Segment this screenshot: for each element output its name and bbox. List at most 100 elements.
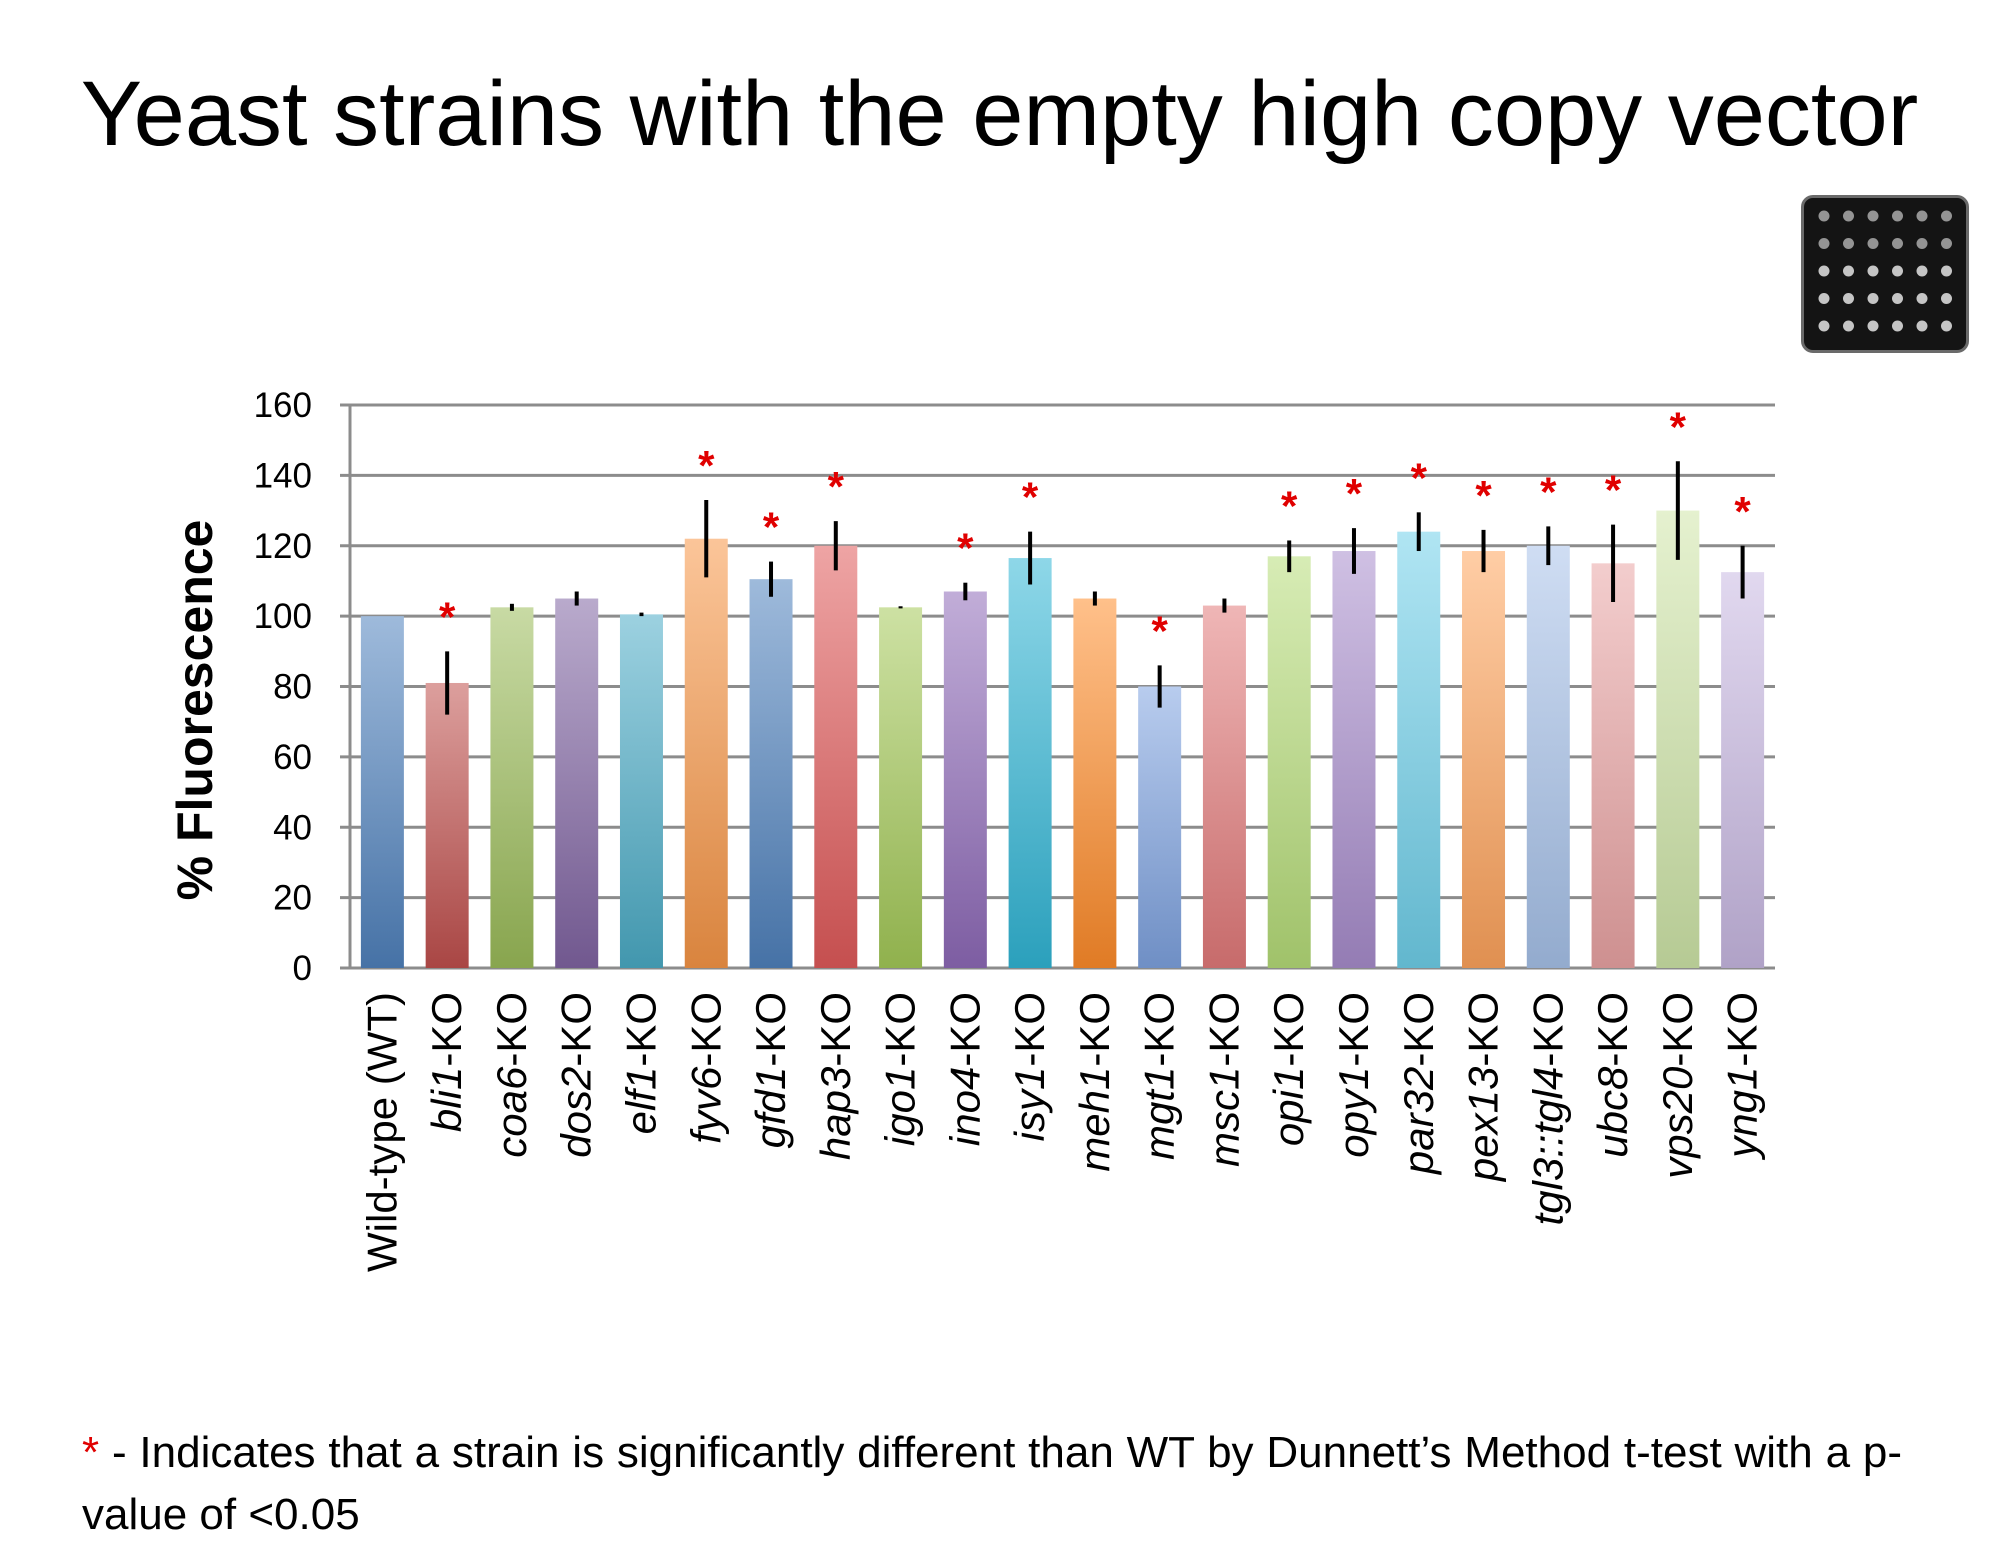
x-tick-label-suffix: -KO [877,992,924,1067]
colony-spot [1818,210,1830,222]
significance-star: * [1475,472,1492,519]
bar [425,682,469,968]
x-tick-label-suffix: -KO [617,992,664,1067]
colony-spot [1867,238,1879,249]
colony-spot [1916,265,1928,277]
colony-spot [1892,210,1903,222]
significance-star: * [1605,467,1622,514]
x-tick-label-suffix: -KO [488,992,535,1067]
x-tick-label-gene: par32 [1395,1067,1442,1176]
colony-spot [1867,210,1879,222]
colony-spot [1941,265,1952,277]
x-tick-label-suffix: -KO [1719,992,1766,1067]
x-tick-label-suffix: -KO [1136,992,1183,1067]
colony-spot [1892,320,1903,332]
colony-spot [1818,238,1830,249]
colony-spot [1941,210,1952,222]
category-labels: Wild-type (WT) bli1-KOcoa6-KOdos2-KOelf1-… [358,992,1765,1272]
bar [749,579,793,968]
bar [684,538,728,968]
colony-plate-image [1801,195,1969,353]
x-tick-label-gene: igo1 [877,1067,924,1146]
x-tick-label: ino4-KO [941,992,988,1146]
x-tick-label: yng1-KO [1719,992,1766,1161]
x-tick-label-suffix: -KO [1330,992,1377,1067]
significance-markers: * * * * * * * * * * * * * * * [439,403,1751,654]
x-tick-label-suffix: -KO [1200,992,1247,1067]
colony-spot [1843,320,1854,332]
bar [1397,531,1441,968]
x-tick-label: fyv6-KO [682,992,729,1144]
bar [1526,545,1570,968]
footnote-text: - Indicates that a strain is significant… [82,1428,1902,1539]
x-tick-label: ubc8-KO [1589,992,1636,1158]
x-tick-label: isy1-KO [1006,992,1053,1141]
bar [814,545,858,968]
x-tick-label-gene: fyv6 [682,1066,729,1144]
colony-spot [1818,320,1830,332]
x-tick-label: gfd1-KO [747,992,794,1148]
x-tick-label: mgt1-KO [1136,992,1183,1160]
x-tick-label-gene: meh1 [1071,1067,1118,1172]
error-bars [445,461,1745,715]
x-tick-label-gene: msc1 [1200,1067,1247,1167]
x-tick-label-suffix: -KO [1460,992,1507,1067]
x-tick-label-gene: ubc8 [1589,1066,1636,1158]
x-tick-label-suffix: -KO [747,992,794,1067]
x-tick-label: hap3-KO [812,992,859,1160]
colony-spot [1843,238,1854,249]
x-tick-label-gene: bli1 [423,1067,470,1132]
significance-star: * [1670,403,1687,450]
y-tick-label: 20 [273,879,312,918]
colony-spot [1941,293,1952,304]
bar [943,591,987,968]
significance-star: * [828,463,845,510]
y-axis-label: % Fluorescence [167,520,223,901]
colony-spot [1941,320,1952,332]
y-tick-label: 120 [254,527,312,566]
y-tick-label: 100 [254,597,312,636]
colony-spot [1867,320,1879,332]
bars [360,510,1765,968]
x-tick-label-suffix: -KO [812,992,859,1067]
chart-title: Yeast strains with the empty high copy v… [80,63,1919,165]
colony-spot [1843,210,1854,222]
colony-spot [1892,265,1903,277]
bar [1008,558,1052,968]
x-tick-label-gene: pex13 [1460,1067,1507,1183]
colony-spot [1818,293,1830,304]
x-tick-label: opy1-KO [1330,992,1377,1158]
colony-spot [1941,238,1952,249]
colony-spot [1818,265,1830,277]
x-tick-label-gene: tgl3::tgl4 [1524,1067,1571,1226]
colony-spot [1843,265,1854,277]
y-tick-label: 160 [254,386,312,425]
x-tick-label-gene: isy1 [1006,1067,1053,1142]
bar [1332,551,1376,968]
x-tick-label-gene: dos2 [553,1067,600,1158]
footnote: * - Indicates that a strain is significa… [82,1422,1902,1546]
x-tick-label: dos2-KO [553,992,600,1158]
x-tick-label-suffix: -KO [1265,992,1312,1067]
bar [1721,572,1765,968]
significance-star: * [1540,468,1557,515]
x-tick-label-suffix: -KO [1589,992,1636,1067]
significance-star: * [1151,607,1168,654]
y-tick-label: 140 [254,456,312,495]
bar [1462,551,1506,968]
x-tick-label: vps20-KO [1654,992,1701,1179]
colony-spot [1867,265,1879,277]
x-tick-label-gene: gfd1 [747,1067,794,1149]
x-tick-label: Wild-type (WT) [358,992,405,1272]
bar [1202,605,1246,968]
colony-spot [1916,238,1928,249]
significance-star: * [439,593,456,640]
bar [1656,510,1700,968]
x-tick-label-suffix: -KO [1071,992,1118,1067]
colony-spot [1916,293,1928,304]
colony-spot [1916,320,1928,332]
x-tick-label: coa6-KO [488,992,535,1158]
colony-spot [1867,293,1879,304]
bar [360,616,404,968]
x-tick-label-suffix: -KO [1654,992,1701,1067]
